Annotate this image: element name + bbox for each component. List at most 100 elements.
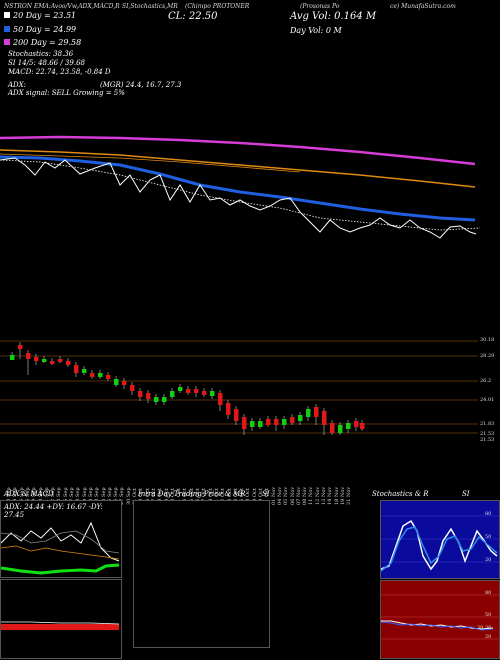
adx-panel: ADX: 24.44 +DY: 16.67 -DY: 27.45: [0, 500, 122, 578]
stoch-tick: 80: [485, 511, 492, 517]
candle-down: [234, 409, 239, 421]
candle-down: [194, 389, 199, 393]
rsi-tick: 20: [485, 634, 492, 640]
legend-ema20: 20 Day = 23.51: [4, 11, 76, 20]
legend-macd: MACD: 22.74, 23.58, -0.84 D: [8, 68, 111, 76]
candle-up: [338, 425, 343, 433]
rsi-lines: [381, 594, 499, 640]
ema20-swatch: [4, 12, 10, 18]
candle-down: [106, 375, 111, 379]
candle-down: [130, 385, 135, 391]
candle-down: [50, 361, 55, 364]
price-tick: 28.29: [480, 353, 495, 359]
date-label: 06 Nov: [289, 486, 296, 505]
header-indicators-2: SI,Stochastics,MR: [122, 3, 178, 10]
candle-down: [266, 419, 271, 425]
header-indicators: NSTRON EMA:Avoo/Vw,ADX,MACD,R: [4, 3, 120, 10]
rsi-value: 38.36: [477, 625, 492, 631]
adx-white-line: [1, 521, 120, 562]
ema50-line: [0, 155, 476, 222]
candle-down: [186, 389, 191, 393]
date-label: 18 Nov: [333, 486, 340, 505]
price-tick: 24.01: [480, 397, 495, 403]
adx-grey-line: [1, 530, 120, 554]
adx-label: ADX:: [8, 81, 27, 89]
header-source-a: (Prosonas Po: [300, 3, 340, 10]
candle-up: [298, 415, 303, 421]
candle-up: [82, 369, 87, 373]
candle-up: [162, 397, 167, 402]
date-label: 01 Nov: [270, 486, 277, 505]
ema-orange-thin: [0, 153, 301, 173]
date-label: 21 Nov: [346, 486, 353, 505]
candle-down: [242, 417, 247, 429]
date-label: 12 Nov: [314, 486, 321, 505]
candle-down: [354, 421, 359, 427]
candle-down: [34, 357, 39, 361]
adx-orange-line: [1, 545, 120, 560]
candle-up: [210, 391, 215, 396]
candle-up: [42, 359, 47, 362]
ema-chart: [0, 135, 481, 239]
adx-values: (MGR) 24.4, 16.7, 27.3: [100, 81, 182, 89]
stoch-panel-si: SI: [462, 490, 470, 498]
intraday-panel-title: Intra Day Trading Price & MR: [138, 490, 246, 498]
candle-down: [122, 381, 127, 385]
header-source-b: ce) MunafaSutra.com: [390, 3, 456, 10]
candle-up: [250, 421, 255, 427]
candle-up: [114, 379, 119, 385]
price-tick: 30.18: [480, 337, 495, 343]
macd-line: [1, 621, 120, 625]
candles-group: [10, 342, 365, 435]
header-title: (Chimpo PROTONER: [185, 3, 250, 10]
stoch-d-line: [381, 526, 498, 572]
candle-up: [282, 419, 287, 425]
candle-up: [178, 387, 183, 391]
candle-up: [170, 391, 175, 397]
ema-orange-line: [0, 149, 476, 188]
rsi-tick: 50: [485, 612, 492, 618]
stoch-k-line: [381, 519, 498, 571]
date-label: 07 Nov: [295, 486, 302, 505]
candle-down: [330, 423, 335, 433]
day-volume: Day Vol: 0 M: [290, 26, 342, 35]
candle-down: [74, 365, 79, 373]
adx-signal: ADX signal: SELL Growing = 5%: [8, 89, 125, 97]
price-tick: 21.53: [480, 431, 495, 437]
adx-panel-title: ADX & MACD: [4, 490, 54, 498]
rsi-tick: 80: [485, 590, 492, 596]
adx-lines: [1, 521, 120, 575]
macd-panel: [0, 579, 122, 659]
candle-up: [10, 355, 15, 360]
candle-down: [58, 359, 63, 362]
price-tick: 26.2: [480, 378, 492, 384]
candle-down: [26, 353, 31, 359]
stoch-tick: 50: [485, 534, 492, 540]
candle-down: [314, 407, 319, 417]
intraday-panel: [133, 500, 270, 648]
date-label: 19 Nov: [339, 486, 346, 505]
candle-up: [154, 397, 159, 402]
ema200-line: [0, 135, 476, 166]
legend-ema50: 50 Day = 24.99: [4, 25, 76, 34]
stoch-lines: [381, 515, 499, 572]
macd-green-line: [1, 563, 120, 575]
candle-down: [202, 391, 207, 395]
price-tick: 21.53: [480, 437, 495, 443]
date-label: 30 Sep: [125, 487, 132, 505]
candle-down: [138, 391, 143, 397]
ema50-swatch: [4, 26, 10, 32]
adx-panel-values: ADX: 24.44 +DY: 16.67 -DY: 27.45: [4, 503, 103, 519]
price-close-line: [0, 157, 477, 239]
close-price: CL: 22.50: [168, 11, 218, 22]
candle-up: [258, 421, 263, 427]
price-candle-chart: [0, 340, 478, 435]
candle-up: [346, 423, 351, 429]
ema200-swatch: [4, 39, 10, 45]
macd-bars: [1, 624, 119, 630]
candle-down: [18, 345, 23, 349]
ema20-dotted: [0, 159, 481, 231]
stochastics-panel: 80 50 20: [380, 500, 500, 579]
date-label: 14 Nov: [327, 486, 334, 505]
candle-down: [218, 393, 223, 405]
